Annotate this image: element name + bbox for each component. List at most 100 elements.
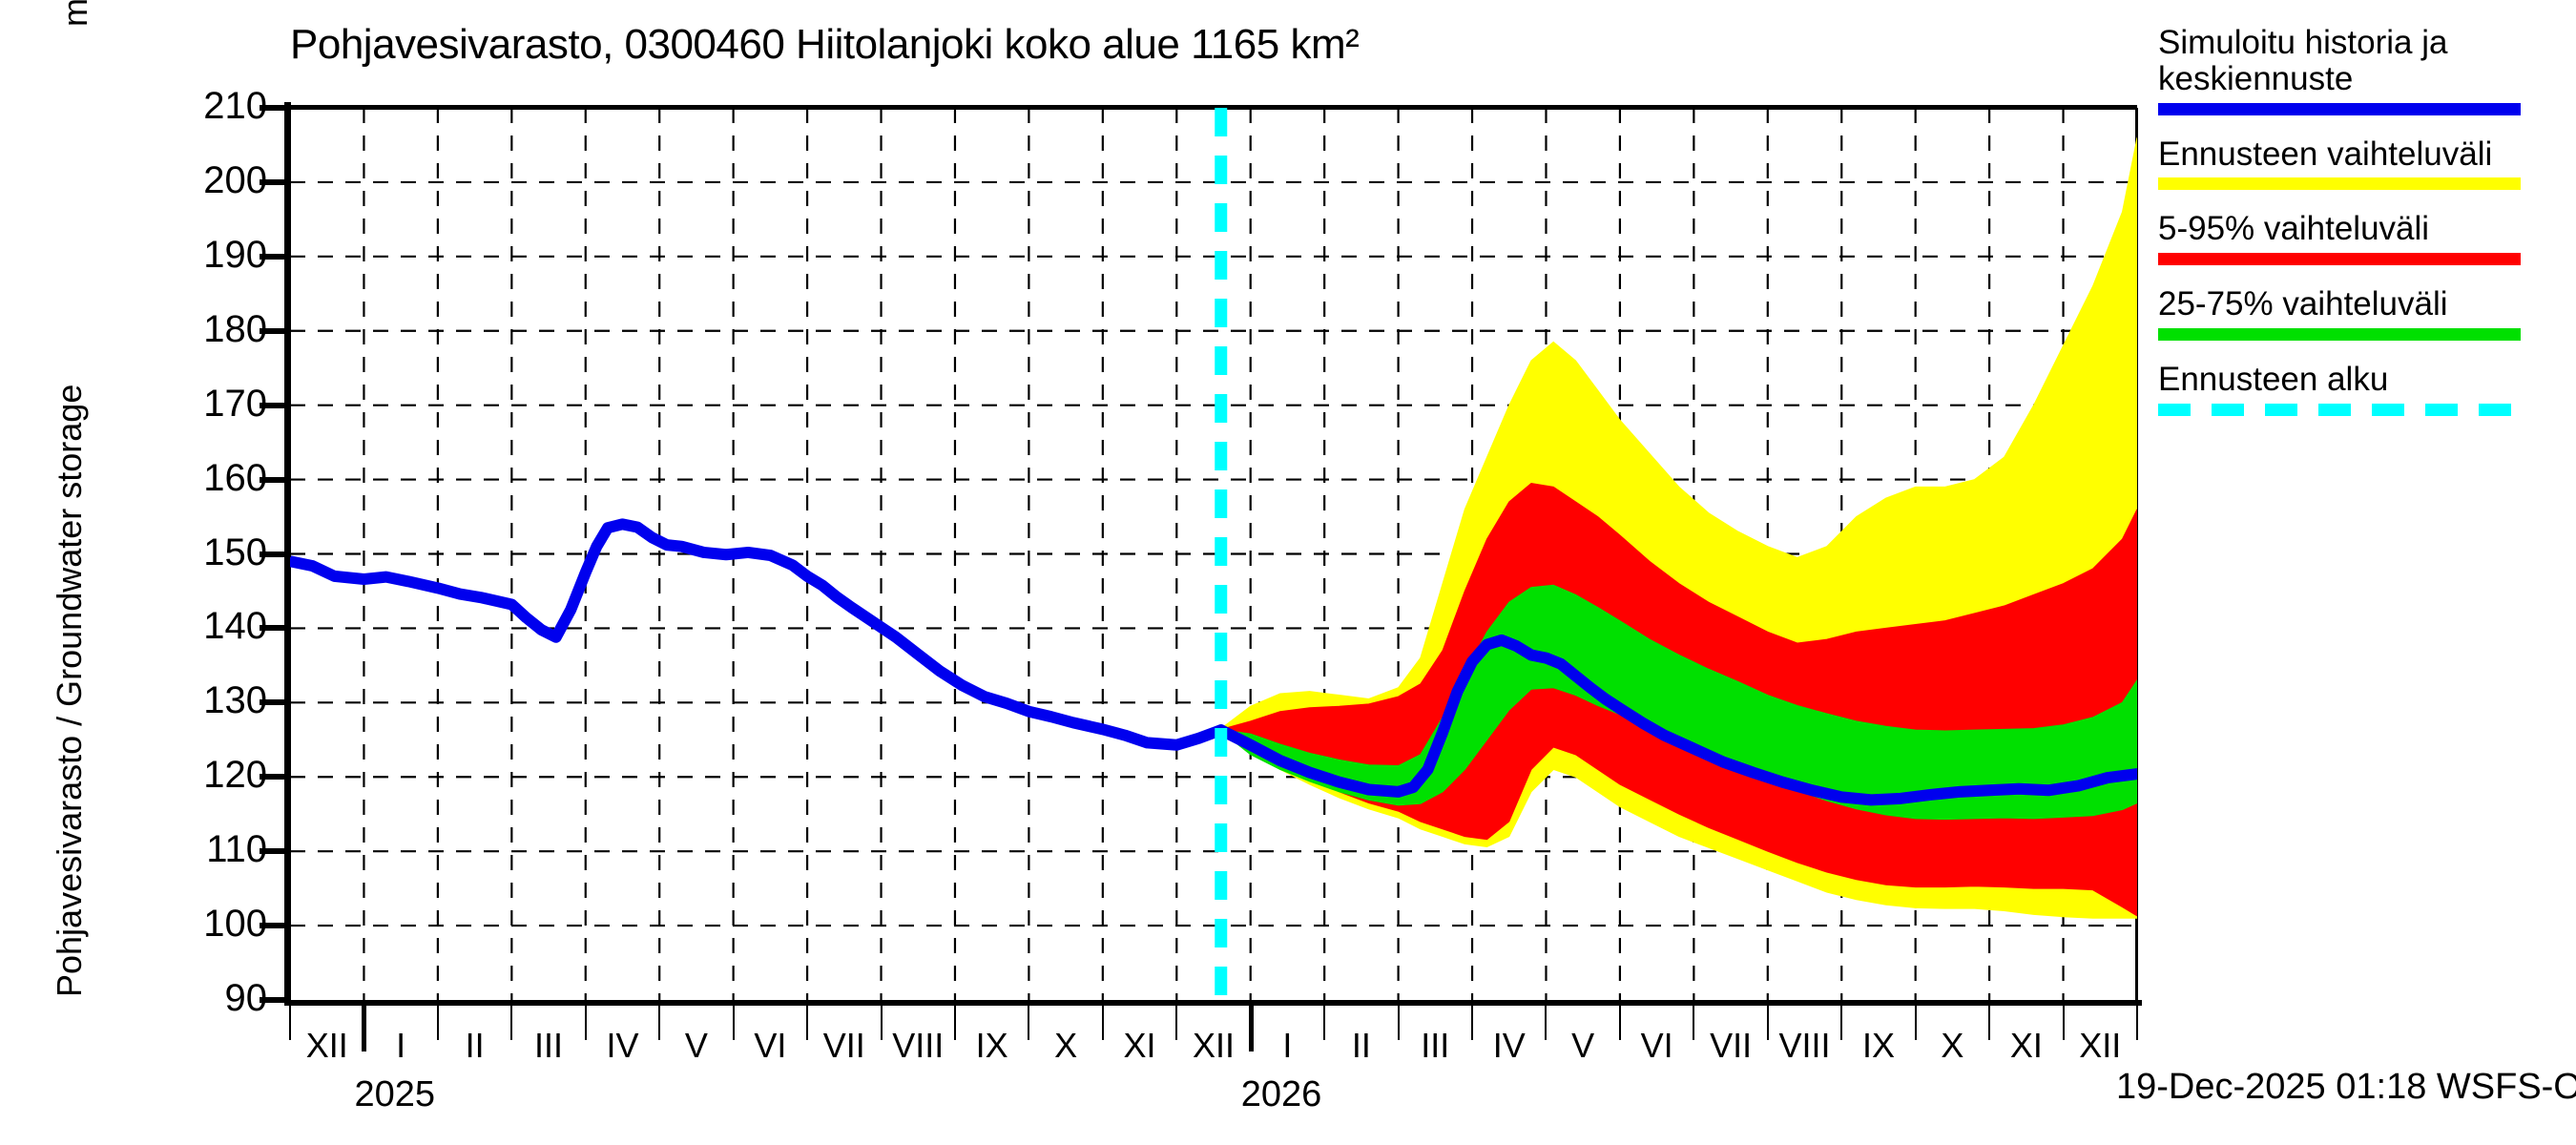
x-axis-line: [284, 1000, 2142, 1006]
forecast-band-2: [1220, 584, 2137, 821]
y-axis-tick-labels: 210 200 190 180 170 160 150 140 130 120 110 100 90: [29, 0, 267, 1145]
y-axis-tick-mark: [260, 476, 291, 483]
x-axis-month-label: V: [684, 1026, 708, 1065]
x-axis-month-label: I: [396, 1026, 406, 1065]
legend-swatch-forecast-range: [2158, 177, 2521, 191]
y-axis-tick-label: 90: [224, 977, 268, 1019]
legend-swatch-forecast-start: [2158, 403, 2521, 416]
x-axis-month-tick: [732, 1000, 735, 1040]
x-axis-year-label: 2025: [354, 1074, 435, 1114]
x-axis-month-label: II: [1351, 1026, 1371, 1065]
x-axis-month-label: IV: [1492, 1026, 1526, 1065]
y-axis-tick-label: 150: [203, 531, 267, 573]
chart-legend: Simuloitu historia ja keskiennuste Ennust…: [2158, 25, 2568, 437]
x-axis-month-tick: [436, 1000, 439, 1040]
y-axis-tick-mark: [260, 625, 291, 632]
y-axis-tick-mark: [260, 848, 291, 855]
legend-label-range-25-75: 25-75% vaihteluväli: [2158, 285, 2448, 323]
y-axis-tick-mark: [260, 699, 291, 706]
series-line-1: [1215, 634, 2137, 806]
x-axis-month-label: VI: [754, 1026, 787, 1065]
legend-label-forecast-range: Ennusteen vaihteluväli: [2158, 135, 2493, 173]
y-axis-tick-mark: [260, 774, 291, 781]
y-axis-tick-label: 210: [203, 85, 267, 127]
x-axis-month-label: XII: [305, 1026, 348, 1065]
y-axis-tick-mark: [260, 327, 291, 334]
y-axis-tick-label: 180: [203, 307, 267, 350]
plot-area: [290, 108, 2137, 1000]
x-axis-month-tick: [1323, 1000, 1326, 1040]
x-axis-month-tick: [1028, 1000, 1030, 1040]
x-axis-month-label: IX: [975, 1026, 1008, 1065]
x-axis-month-label: V: [1571, 1026, 1595, 1065]
series-line-0: [290, 518, 1227, 751]
x-axis-month-tick: [1693, 1000, 1695, 1040]
x-axis-month-label: III: [1421, 1026, 1450, 1065]
x-axis-month-tick: [1914, 1000, 1917, 1040]
y-axis-tick-label: 130: [203, 679, 267, 722]
x-axis-month-label: XI: [2009, 1026, 2043, 1065]
legend-label-range-5-95: 5-95% vaihteluväli: [2158, 210, 2430, 248]
x-axis-month-tick: [2136, 1000, 2138, 1040]
y-axis-tick-mark: [260, 402, 291, 408]
x-axis-month-tick: [1175, 1000, 1178, 1040]
x-axis-month-tick: [658, 1000, 661, 1040]
x-axis-month-label: VIII: [892, 1026, 945, 1065]
plot-top-border: [290, 105, 2137, 110]
y-axis-tick-label: 140: [203, 605, 267, 648]
legend-label-simulated-history-mean-forecast: Simuloitu historia ja keskiennuste: [2158, 24, 2448, 97]
y-axis-tick-label: 120: [203, 754, 267, 797]
x-axis-month-label: VII: [1710, 1026, 1753, 1065]
y-axis-tick-label: 110: [206, 828, 267, 871]
plot-svg: [290, 108, 2137, 1000]
x-axis-year-label: 2026: [1240, 1074, 1322, 1114]
y-axis-tick-mark: [260, 105, 291, 111]
x-axis-month-tick: [510, 1000, 513, 1040]
x-axis-month-label: X: [1941, 1026, 1964, 1065]
x-axis-month-label: VIII: [1778, 1026, 1831, 1065]
x-axis-month-tick: [1545, 1000, 1548, 1040]
y-axis-tick-label: 190: [203, 233, 267, 276]
y-axis-tick-label: 100: [203, 903, 267, 946]
x-axis-month-tick: [806, 1000, 809, 1040]
y-axis-tick-label: 170: [203, 382, 267, 425]
y-axis-tick-label: 160: [203, 456, 267, 499]
x-axis-month-tick: [289, 1000, 291, 1040]
x-axis-month-tick: [1840, 1000, 1843, 1040]
x-axis-month-label: VI: [1640, 1026, 1673, 1065]
y-axis-tick-mark: [260, 551, 291, 557]
chart-title: Pohjavesivarasto, 0300460 Hiitolanjoki k…: [290, 21, 1360, 68]
x-axis-year-tick: [1248, 1000, 1254, 1051]
legend-swatch-range-25-75: [2158, 327, 2521, 341]
legend-swatch-simulated-history-mean-forecast: [2158, 102, 2521, 115]
x-axis-month-label: X: [1054, 1026, 1078, 1065]
y-axis-tick-mark: [260, 178, 291, 185]
x-axis-month-tick: [2062, 1000, 2065, 1040]
y-axis-tick-mark: [260, 923, 291, 929]
x-axis-year-tick: [362, 1000, 367, 1051]
footer-timestamp: 19-Dec-2025 01:18 WSFS-O: [2116, 1067, 2576, 1107]
y-axis-tick-label: 200: [203, 158, 267, 201]
x-axis-month-tick: [1618, 1000, 1621, 1040]
x-axis-month-label: III: [534, 1026, 564, 1065]
x-axis-month-label: VII: [822, 1026, 865, 1065]
y-axis-tick-mark: [260, 253, 291, 260]
x-axis-month-label: IX: [1861, 1026, 1895, 1065]
x-axis-month-label: IV: [606, 1026, 639, 1065]
y-axis-tick-mark: [260, 997, 291, 1003]
x-axis-month-label: XII: [1192, 1026, 1235, 1065]
x-axis-month-tick: [953, 1000, 956, 1040]
x-axis-month-tick: [1766, 1000, 1769, 1040]
x-axis-month-label: XII: [2079, 1026, 2122, 1065]
x-axis-month-label: II: [465, 1026, 485, 1065]
x-axis-month-tick: [1988, 1000, 1991, 1040]
x-axis-month-tick: [880, 1000, 883, 1040]
legend-label-forecast-start: Ennusteen alku: [2158, 360, 2389, 398]
x-axis-month-tick: [584, 1000, 587, 1040]
x-axis-month-tick: [1101, 1000, 1104, 1040]
legend-swatch-range-5-95: [2158, 253, 2521, 266]
x-axis-month-tick: [1471, 1000, 1474, 1040]
x-axis-month-label: XI: [1123, 1026, 1156, 1065]
x-axis-month-label: I: [1282, 1026, 1293, 1065]
